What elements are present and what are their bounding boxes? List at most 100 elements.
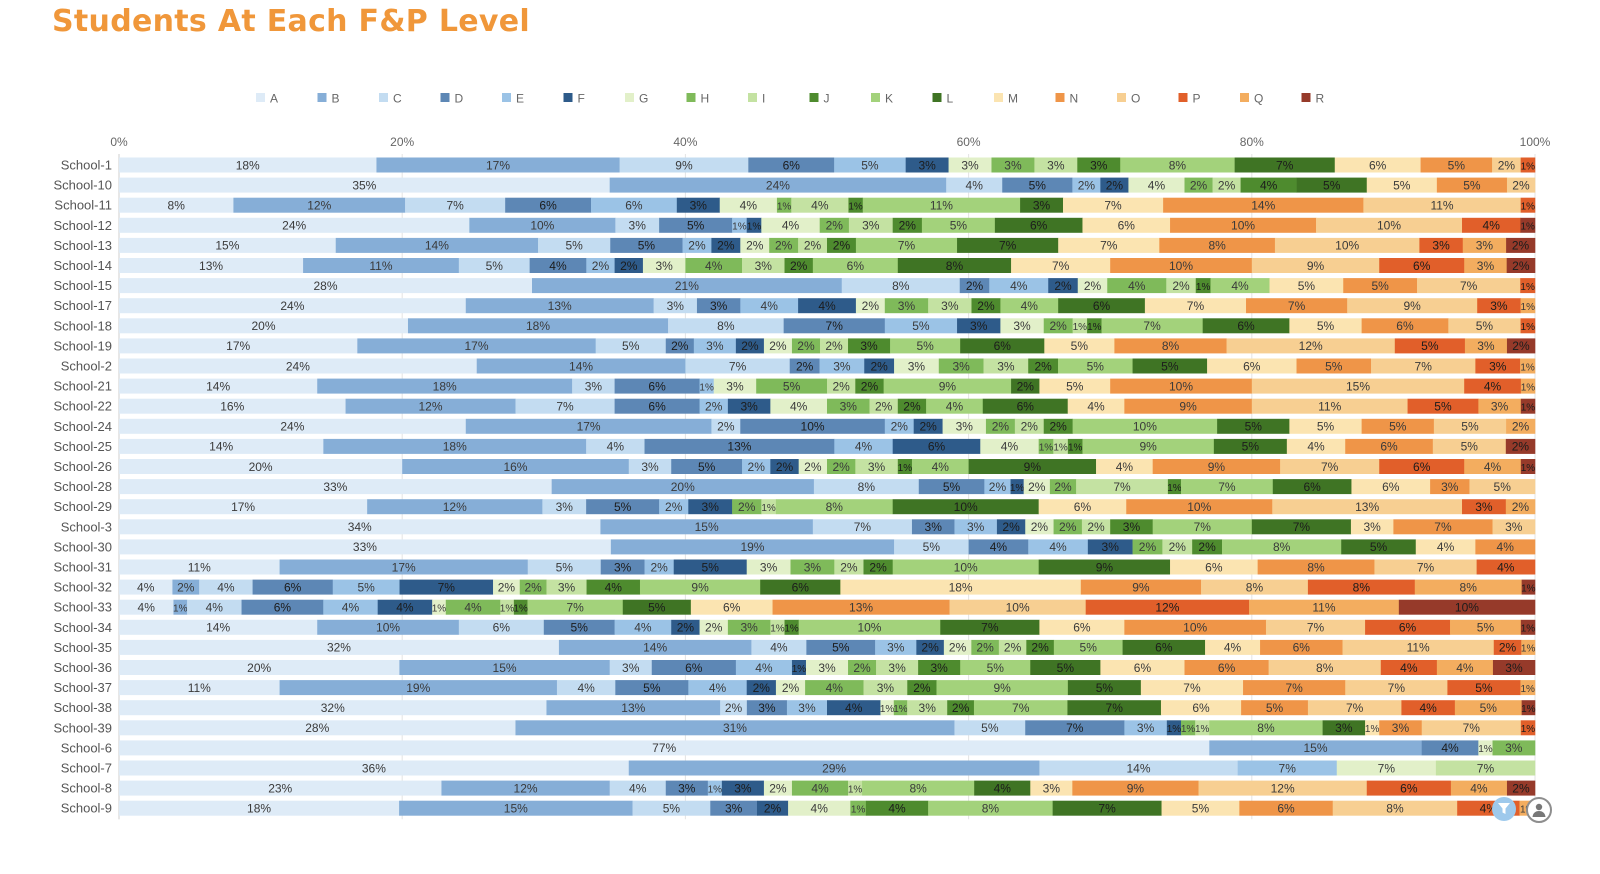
- bar-segment[interactable]: [892, 438, 981, 454]
- bar-segment[interactable]: [863, 680, 908, 696]
- bar-segment[interactable]: [476, 358, 686, 374]
- legend-label-c[interactable]: C: [393, 92, 402, 106]
- bar-segment[interactable]: [252, 579, 334, 595]
- bar-segment[interactable]: [813, 479, 920, 495]
- bar-segment[interactable]: [1063, 197, 1164, 213]
- bar-segment[interactable]: [897, 258, 1012, 273]
- bar-segment[interactable]: [688, 499, 733, 515]
- bar-segment[interactable]: [751, 639, 807, 655]
- bar-segment[interactable]: [740, 418, 886, 434]
- bar-segment[interactable]: [746, 217, 762, 233]
- bar-segment[interactable]: [279, 680, 558, 696]
- bar-segment[interactable]: [119, 760, 630, 776]
- bar-segment[interactable]: [1030, 780, 1073, 796]
- bar-segment[interactable]: [770, 459, 799, 474]
- bar-segment[interactable]: [1058, 298, 1146, 314]
- bar-segment[interactable]: [776, 197, 792, 213]
- bar-segment[interactable]: [784, 619, 799, 635]
- bar-segment[interactable]: [699, 398, 729, 414]
- bar-segment[interactable]: [1072, 418, 1218, 434]
- bar-segment[interactable]: [1436, 177, 1508, 193]
- bar-segment[interactable]: [1072, 177, 1101, 193]
- bar-segment[interactable]: [1025, 720, 1125, 736]
- bar-segment[interactable]: [317, 619, 460, 635]
- bar-segment[interactable]: [639, 579, 761, 595]
- bar-segment[interactable]: [1478, 740, 1493, 756]
- bar-segment[interactable]: [367, 499, 543, 515]
- bar-segment[interactable]: [119, 660, 400, 675]
- user-button[interactable]: [1526, 797, 1552, 823]
- bar-segment[interactable]: [1049, 479, 1077, 495]
- bar-segment[interactable]: [791, 338, 821, 354]
- legend-swatch-f[interactable]: [563, 93, 573, 102]
- bar-segment[interactable]: [748, 157, 835, 173]
- bar-segment[interactable]: [1234, 157, 1336, 173]
- bar-segment[interactable]: [1067, 438, 1083, 454]
- bar-segment[interactable]: [676, 197, 721, 213]
- bar-segment[interactable]: [1038, 499, 1127, 515]
- bar-segment[interactable]: [1124, 720, 1168, 736]
- bar-segment[interactable]: [1520, 197, 1536, 213]
- bar-segment[interactable]: [1226, 338, 1396, 354]
- bar-segment[interactable]: [1110, 519, 1153, 535]
- bar-segment[interactable]: [1072, 318, 1088, 334]
- legend-swatch-o[interactable]: [1117, 93, 1126, 102]
- bar-segment[interactable]: [1038, 559, 1171, 575]
- bar-segment[interactable]: [855, 378, 884, 394]
- bar-segment[interactable]: [727, 619, 771, 635]
- bar-segment[interactable]: [894, 539, 969, 555]
- bar-segment[interactable]: [1000, 298, 1059, 314]
- bar-segment[interactable]: [515, 398, 615, 414]
- bar-segment[interactable]: [1260, 639, 1343, 655]
- bar-segment[interactable]: [1520, 358, 1536, 374]
- bar-segment[interactable]: [819, 338, 849, 354]
- bar-segment[interactable]: [119, 559, 280, 575]
- bar-segment[interactable]: [732, 217, 748, 233]
- bar-segment[interactable]: [770, 398, 828, 414]
- bar-segment[interactable]: [1122, 639, 1206, 655]
- bar-segment[interactable]: [798, 237, 828, 253]
- legend-label-f[interactable]: F: [578, 92, 585, 106]
- bar-segment[interactable]: [1114, 338, 1227, 354]
- bar-segment[interactable]: [1205, 639, 1261, 655]
- bar-segment[interactable]: [1085, 599, 1250, 615]
- bar-segment[interactable]: [1209, 740, 1423, 756]
- legend-label-p[interactable]: P: [1193, 92, 1201, 106]
- bar-segment[interactable]: [918, 479, 985, 495]
- bar-segment[interactable]: [119, 599, 174, 615]
- bar-segment[interactable]: [119, 539, 612, 555]
- bar-segment[interactable]: [673, 559, 748, 575]
- legend-label-l[interactable]: L: [947, 92, 954, 106]
- bar-segment[interactable]: [1249, 599, 1400, 615]
- bar-segment[interactable]: [1464, 338, 1508, 354]
- bar-segment[interactable]: [614, 258, 644, 273]
- bar-segment[interactable]: [1195, 720, 1210, 736]
- bar-segment[interactable]: [905, 157, 949, 173]
- bar-segment[interactable]: [119, 418, 467, 434]
- bar-segment[interactable]: [609, 177, 947, 193]
- bar-segment[interactable]: [1195, 278, 1211, 294]
- bar-segment[interactable]: [996, 519, 1026, 535]
- bar-segment[interactable]: [960, 338, 1045, 354]
- bar-segment[interactable]: [982, 398, 1069, 414]
- bar-segment[interactable]: [119, 358, 478, 374]
- bar-segment[interactable]: [119, 438, 324, 454]
- bar-segment[interactable]: [1166, 720, 1182, 736]
- bar-segment[interactable]: [897, 459, 913, 474]
- bar-segment[interactable]: [783, 318, 886, 334]
- legend-label-b[interactable]: B: [332, 92, 340, 106]
- bar-segment[interactable]: [1181, 720, 1196, 736]
- bar-segment[interactable]: [1043, 318, 1073, 334]
- bar-segment[interactable]: [1160, 700, 1242, 716]
- bar-segment[interactable]: [711, 237, 741, 253]
- bar-segment[interactable]: [806, 639, 876, 655]
- bar-segment[interactable]: [926, 398, 984, 414]
- bar-segment[interactable]: [119, 398, 346, 414]
- bar-segment[interactable]: [819, 217, 850, 233]
- bar-segment[interactable]: [848, 217, 893, 233]
- bar-segment[interactable]: [1028, 358, 1059, 374]
- bar-segment[interactable]: [954, 720, 1026, 736]
- bar-segment[interactable]: [883, 378, 1012, 394]
- bar-segment[interactable]: [880, 700, 895, 716]
- legend-label-q[interactable]: Q: [1254, 92, 1263, 106]
